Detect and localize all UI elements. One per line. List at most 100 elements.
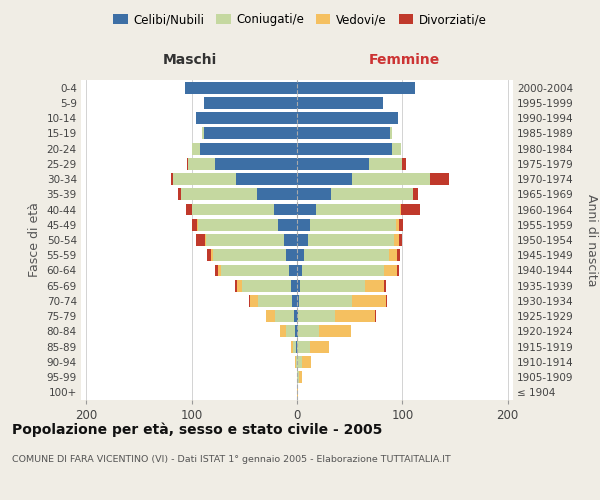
Bar bbox=[295, 356, 296, 368]
Bar bbox=[304, 250, 389, 261]
Bar bbox=[297, 250, 304, 261]
Bar bbox=[296, 340, 297, 352]
Bar bbox=[187, 158, 188, 170]
Bar bbox=[215, 264, 218, 276]
Bar bbox=[365, 280, 385, 291]
Bar bbox=[302, 356, 311, 368]
Bar bbox=[299, 295, 352, 307]
Bar bbox=[204, 128, 297, 140]
Bar bbox=[297, 82, 415, 94]
Bar bbox=[297, 356, 302, 368]
Bar bbox=[295, 326, 297, 338]
Bar bbox=[296, 356, 297, 368]
Bar bbox=[352, 173, 430, 185]
Bar bbox=[170, 173, 173, 185]
Bar bbox=[200, 142, 297, 154]
Text: Femmine: Femmine bbox=[369, 53, 440, 67]
Bar bbox=[385, 280, 386, 291]
Bar bbox=[178, 188, 181, 200]
Bar bbox=[185, 82, 297, 94]
Bar bbox=[392, 142, 401, 154]
Bar bbox=[297, 280, 300, 291]
Bar bbox=[284, 234, 297, 246]
Bar bbox=[297, 234, 308, 246]
Bar bbox=[308, 234, 394, 246]
Bar bbox=[297, 188, 331, 200]
Bar bbox=[191, 219, 197, 230]
Bar bbox=[397, 264, 399, 276]
Bar bbox=[302, 264, 385, 276]
Bar bbox=[300, 280, 365, 291]
Bar bbox=[399, 234, 403, 246]
Bar bbox=[235, 280, 237, 291]
Bar bbox=[319, 326, 351, 338]
Bar bbox=[331, 188, 413, 200]
Bar bbox=[208, 250, 211, 261]
Bar bbox=[278, 219, 297, 230]
Bar bbox=[237, 280, 242, 291]
Bar bbox=[298, 326, 319, 338]
Bar bbox=[297, 386, 298, 398]
Bar bbox=[297, 97, 383, 109]
Bar bbox=[202, 128, 204, 140]
Bar bbox=[242, 280, 290, 291]
Bar bbox=[204, 97, 297, 109]
Bar bbox=[413, 188, 418, 200]
Bar bbox=[218, 264, 221, 276]
Bar bbox=[316, 204, 400, 216]
Bar bbox=[293, 340, 296, 352]
Bar bbox=[368, 158, 403, 170]
Bar bbox=[250, 295, 258, 307]
Bar bbox=[286, 250, 297, 261]
Bar bbox=[191, 142, 200, 154]
Legend: Celibi/Nubili, Coniugati/e, Vedovi/e, Divorziati/e: Celibi/Nubili, Coniugati/e, Vedovi/e, Di… bbox=[109, 8, 491, 31]
Bar bbox=[289, 264, 297, 276]
Text: COMUNE DI FARA VICENTINO (VI) - Dati ISTAT 1° gennaio 2005 - Elaborazione TUTTAI: COMUNE DI FARA VICENTINO (VI) - Dati IST… bbox=[12, 455, 451, 464]
Bar bbox=[297, 204, 316, 216]
Y-axis label: Fasce di età: Fasce di età bbox=[28, 202, 41, 278]
Bar bbox=[215, 158, 297, 170]
Bar bbox=[297, 112, 398, 124]
Bar bbox=[297, 264, 302, 276]
Bar bbox=[266, 310, 275, 322]
Bar bbox=[385, 264, 397, 276]
Bar bbox=[399, 219, 403, 230]
Bar bbox=[390, 128, 392, 140]
Bar bbox=[297, 295, 299, 307]
Bar bbox=[430, 173, 449, 185]
Bar bbox=[206, 234, 284, 246]
Bar bbox=[310, 340, 329, 352]
Bar bbox=[394, 234, 399, 246]
Bar bbox=[292, 295, 297, 307]
Text: Popolazione per età, sesso e stato civile - 2005: Popolazione per età, sesso e stato civil… bbox=[12, 422, 382, 437]
Bar bbox=[275, 310, 294, 322]
Bar bbox=[401, 204, 420, 216]
Bar bbox=[290, 340, 293, 352]
Bar bbox=[297, 219, 310, 230]
Bar bbox=[191, 204, 274, 216]
Bar bbox=[297, 326, 298, 338]
Bar bbox=[375, 310, 376, 322]
Bar bbox=[310, 219, 396, 230]
Bar bbox=[197, 219, 198, 230]
Bar bbox=[298, 310, 335, 322]
Bar bbox=[236, 173, 297, 185]
Bar bbox=[297, 173, 352, 185]
Bar bbox=[173, 173, 236, 185]
Bar bbox=[188, 158, 215, 170]
Bar bbox=[297, 128, 390, 140]
Bar bbox=[290, 280, 297, 291]
Bar bbox=[181, 188, 257, 200]
Y-axis label: Anni di nascita: Anni di nascita bbox=[585, 194, 598, 286]
Bar bbox=[213, 250, 286, 261]
Bar bbox=[389, 250, 397, 261]
Bar bbox=[196, 112, 297, 124]
Bar bbox=[335, 310, 375, 322]
Bar bbox=[396, 219, 399, 230]
Bar bbox=[248, 295, 250, 307]
Bar bbox=[280, 326, 286, 338]
Bar bbox=[211, 250, 213, 261]
Bar bbox=[257, 188, 297, 200]
Bar bbox=[297, 158, 368, 170]
Bar bbox=[187, 204, 191, 216]
